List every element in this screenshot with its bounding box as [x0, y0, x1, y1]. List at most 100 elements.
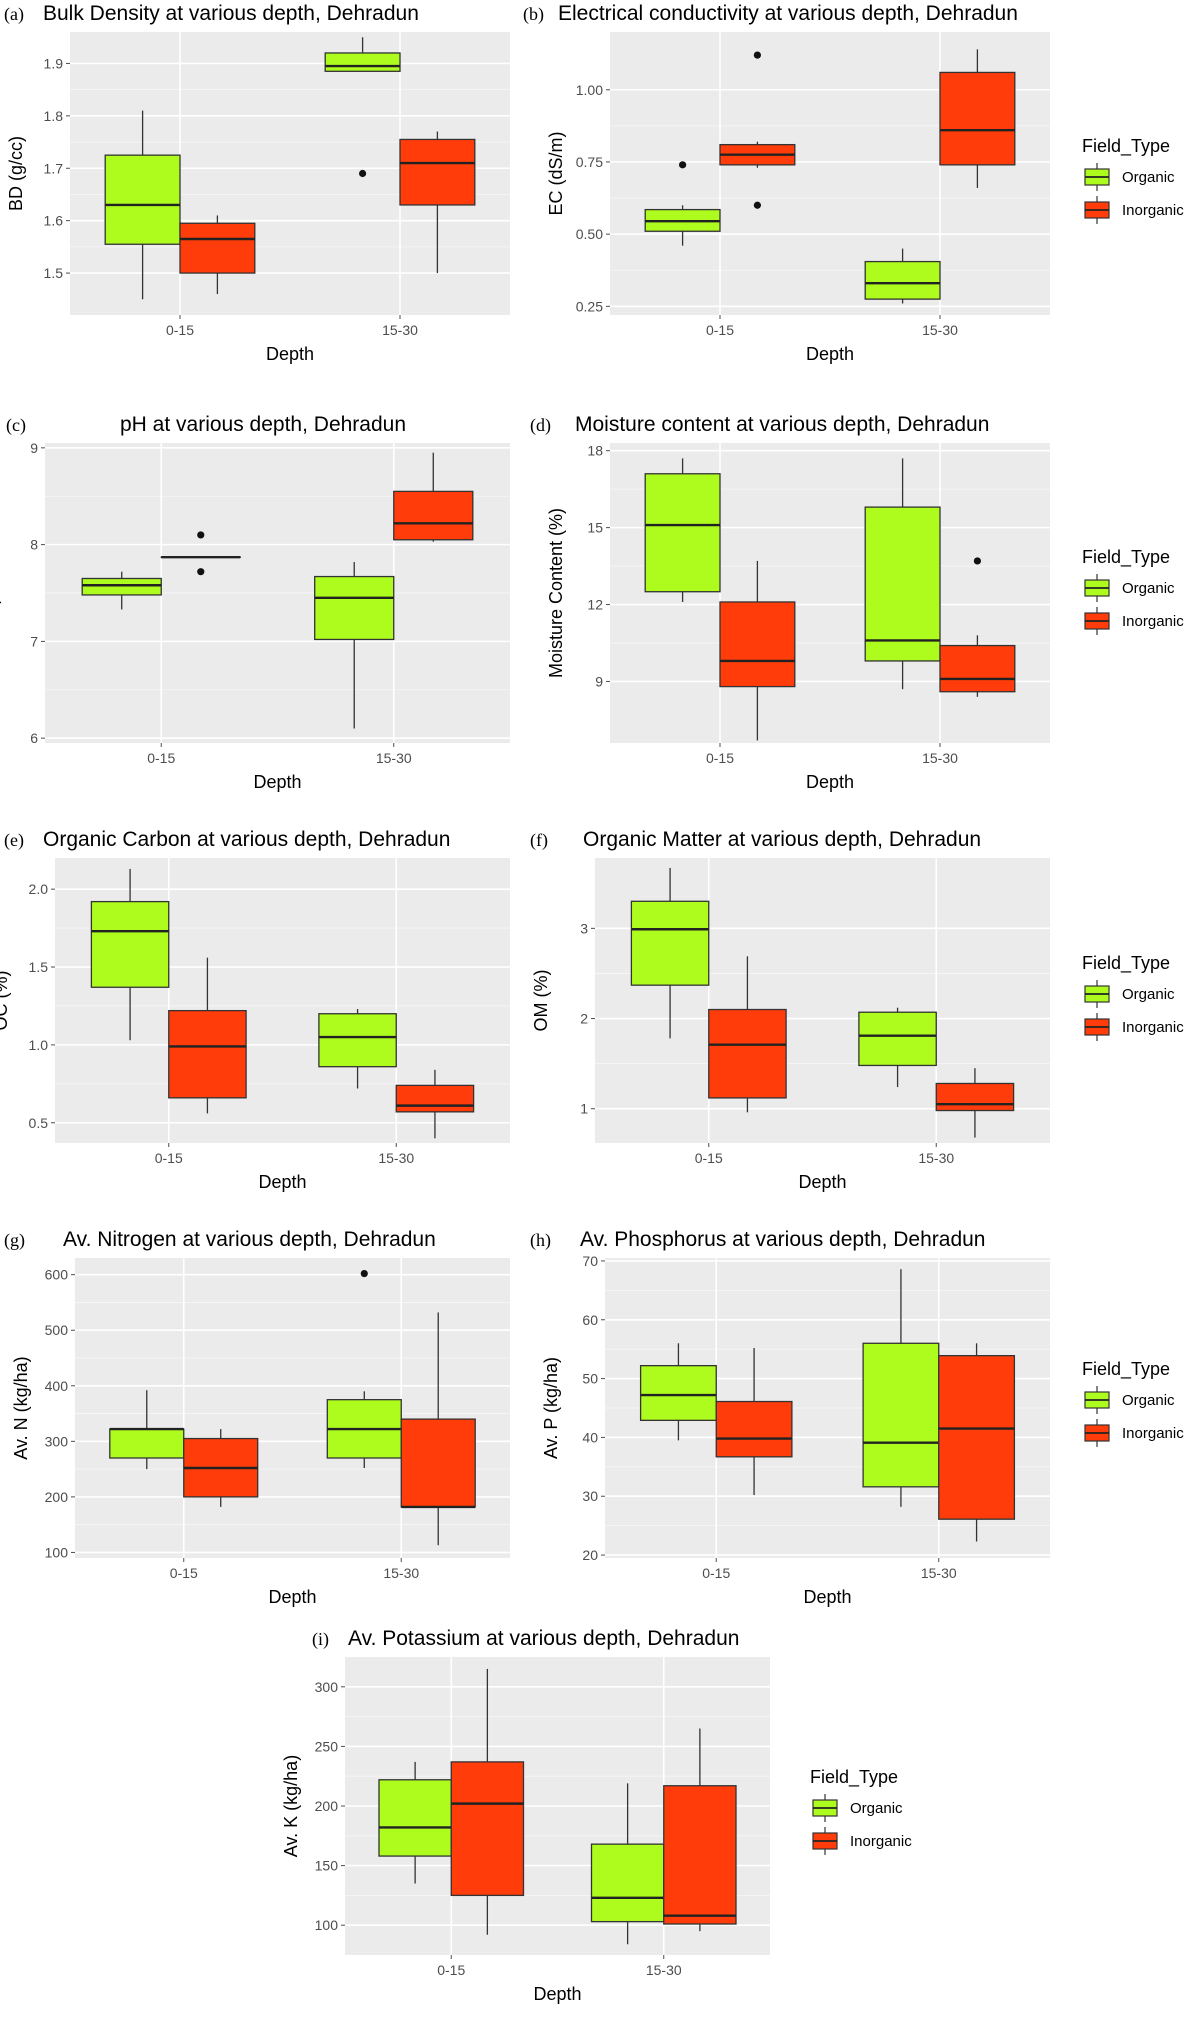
y-tick-label: 150 [315, 1858, 339, 1874]
legend: Field_Type Organic Inorganic [1082, 136, 1184, 224]
legend-label: Inorganic [1122, 1425, 1184, 1442]
x-tick-label: 0-15 [166, 322, 194, 338]
y-axis-title: pH [0, 581, 1, 604]
box-inorganic-15-30 [938, 1343, 1016, 1542]
y-tick-label: 0.75 [576, 154, 603, 170]
y-tick-label: 1.7 [44, 160, 64, 176]
y-tick-label: 0.5 [29, 1115, 49, 1131]
y-tick-label: 1.8 [44, 108, 64, 124]
box-organic-15-30 [858, 1007, 937, 1088]
iqr-box [708, 1008, 787, 1099]
x-tick-label: 15-30 [646, 1962, 682, 1978]
box-organic-0-15 [644, 458, 721, 602]
box-inorganic-15-30 [939, 49, 1016, 188]
box-organic-0-15 [109, 1390, 185, 1470]
y-tick-label: 200 [45, 1489, 69, 1505]
y-tick-label: 20 [582, 1547, 598, 1563]
y-tick-label: 0.25 [576, 298, 603, 314]
y-tick-label: 9 [30, 440, 38, 456]
iqr-box [939, 644, 1016, 693]
x-axis-title: Depth [266, 344, 314, 364]
legend-key-organic: Organic [812, 1794, 903, 1822]
panel-tag: (e) [4, 830, 24, 851]
outlier-point [359, 169, 367, 178]
iqr-box [719, 601, 796, 688]
legend-label: Inorganic [1122, 1019, 1184, 1036]
chart-panel-e: 0.5 1.0 1.5 2.0 0-15 15-30 (e) Organic Carbon a… [0, 828, 510, 1192]
panel-tag: (c) [6, 415, 26, 436]
panel-title: Av. Nitrogen at various depth, Dehradun [63, 1228, 436, 1251]
legend: Field_Type Organic Inorganic [1082, 1359, 1184, 1447]
outlier-point [360, 1269, 368, 1278]
box-organic-15-30 [324, 37, 401, 178]
y-tick-label: 30 [582, 1488, 598, 1504]
x-tick-label: 0-15 [155, 1150, 183, 1166]
chart-panel-g: 100 200 300 400 500 600 0-15 15-30 (g) Av. Nitrog… [4, 1228, 510, 1607]
legend-label: Organic [1122, 1392, 1175, 1409]
y-axis-title: Av. P (kg/ha) [541, 1357, 561, 1459]
y-tick-label: 300 [315, 1679, 339, 1695]
iqr-box [318, 1013, 397, 1068]
box-organic-15-30 [314, 562, 395, 729]
box-organic-15-30 [318, 1009, 397, 1089]
y-tick-label: 400 [45, 1378, 69, 1394]
iqr-box [81, 577, 162, 596]
chart-panel-i: 100 150 200 250 300 0-15 15-30 (i) Av. Potassium… [281, 1627, 912, 2004]
y-tick-label: 3 [580, 920, 588, 936]
y-tick-label: 200 [315, 1798, 339, 1814]
y-tick-label: 0.50 [576, 226, 603, 242]
legend-key-organic: Organic [1084, 1386, 1175, 1414]
iqr-box [644, 473, 721, 593]
panel-title: Av. Phosphorus at various depth, Dehradu… [580, 1228, 985, 1251]
x-axis-title: Depth [806, 344, 854, 364]
outlier-point [753, 51, 762, 59]
iqr-box [168, 1009, 247, 1099]
outlier-point [753, 201, 762, 209]
y-tick-label: 1.5 [44, 265, 64, 281]
legend-title: Field_Type [1082, 953, 1170, 974]
y-tick-label: 100 [315, 1917, 339, 1933]
box-inorganic-0-15 [719, 560, 796, 741]
x-axis-title: Depth [533, 1984, 581, 2004]
y-tick-label: 7 [30, 633, 38, 649]
y-tick-label: 1.0 [29, 1037, 49, 1053]
x-tick-label: 0-15 [706, 750, 734, 766]
iqr-box [104, 154, 181, 245]
box-inorganic-0-15 [715, 1348, 793, 1496]
x-tick-label: 15-30 [376, 750, 412, 766]
y-tick-label: 300 [45, 1433, 69, 1449]
box-inorganic-0-15 [719, 51, 796, 209]
x-tick-label: 0-15 [147, 750, 175, 766]
y-tick-label: 70 [582, 1253, 598, 1269]
legend-key-inorganic: Inorganic [1084, 607, 1184, 635]
y-axis-title: BD (g/cc) [6, 136, 26, 211]
iqr-box [179, 222, 256, 274]
legend: Field_Type Organic Inorganic [1082, 953, 1184, 1041]
y-tick-label: 40 [582, 1429, 598, 1445]
y-tick-label: 9 [595, 673, 603, 689]
x-tick-label: 15-30 [378, 1150, 414, 1166]
iqr-box [939, 71, 1016, 166]
iqr-box [378, 1779, 452, 1857]
panel-title: pH at various depth, Dehradun [120, 413, 406, 436]
plot-background [75, 1258, 510, 1558]
iqr-box [935, 1082, 1015, 1112]
chart-panel-h: 20 30 40 50 60 70 0-15 15-30 (h) Av. Phosphorus a… [530, 1228, 1184, 1607]
box-organic-0-15 [104, 110, 181, 300]
panel-tag: (i) [312, 1629, 329, 1650]
x-tick-label: 15-30 [382, 322, 418, 338]
iqr-box [715, 1400, 793, 1458]
y-tick-label: 60 [582, 1312, 598, 1328]
panel-title: Organic Carbon at various depth, Dehradu… [43, 828, 450, 851]
y-axis-title: Moisture Content (%) [546, 508, 566, 678]
legend-key-organic: Organic [1084, 574, 1175, 602]
box-inorganic-15-30 [400, 1312, 476, 1546]
x-tick-label: 15-30 [921, 1565, 957, 1581]
y-tick-label: 6 [30, 730, 38, 746]
iqr-box [630, 900, 710, 986]
box-inorganic-15-30 [939, 557, 1016, 697]
y-tick-label: 2.0 [29, 881, 49, 897]
y-axis-title: OM (%) [531, 970, 551, 1032]
y-tick-label: 500 [45, 1322, 69, 1338]
box-inorganic-15-30 [395, 1069, 475, 1139]
